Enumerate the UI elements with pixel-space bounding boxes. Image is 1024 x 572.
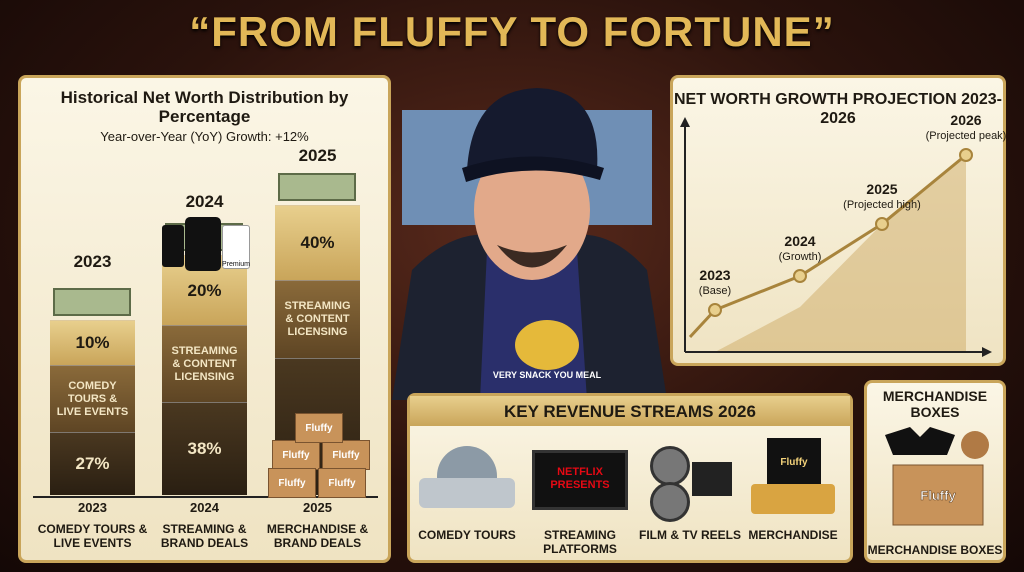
x-arrow xyxy=(982,347,992,357)
reel xyxy=(650,446,690,486)
beard xyxy=(497,245,567,268)
box-brand: Fluffy xyxy=(920,488,956,503)
revenue-label: STREAMING PLATFORMS xyxy=(543,528,617,556)
reel xyxy=(650,482,690,522)
merch-illustration: Fluffy xyxy=(885,427,989,526)
column-year: 2024 xyxy=(185,192,224,211)
revenue-icon xyxy=(642,438,738,522)
merch-caption: MERCHANDISE BOXES xyxy=(867,543,1003,557)
point-year: 2023 xyxy=(699,267,730,283)
merch-box: Fluffy xyxy=(268,468,316,498)
revenue-label: MERCHANDISE xyxy=(748,528,838,542)
youtube-icon: Premium xyxy=(222,225,250,269)
merch-box: Fluffy xyxy=(322,440,370,470)
merch-box: Fluffy xyxy=(295,413,343,443)
main-title: “FROM FLUFFY TO FORTUNE” xyxy=(189,8,835,55)
projection-title: NET WORTH GROWTH PROJECTION 2023-2026 xyxy=(673,91,1003,127)
merch-panel: MERCHANDISE BOXES Fluffy MERCHANDISE BOX… xyxy=(864,380,1006,563)
merch-title: MERCHANDISE BOXES xyxy=(882,388,988,420)
point-note: (Projected peak) xyxy=(926,130,1006,142)
point-year: 2024 xyxy=(784,233,815,249)
caption-year: 2024 xyxy=(190,500,219,515)
revenue-icon: NETFLIX PRESENTS xyxy=(532,438,628,520)
caption-year: 2023 xyxy=(78,500,107,515)
revenue-icon: Fluffy xyxy=(745,438,841,520)
projection-panel: NET WORTH GROWTH PROJECTION 2023-2026 xyxy=(670,75,1006,366)
point xyxy=(708,303,722,317)
point-note: (Growth) xyxy=(779,251,822,263)
segment: STREAMING & CONTENT LICENSING xyxy=(275,280,360,358)
box xyxy=(892,464,984,526)
point-year: 2026 xyxy=(950,112,981,128)
column-year: 2025 xyxy=(298,146,337,165)
segment: 38% xyxy=(162,402,247,495)
projection-chart: 2023 (Base) 2024 (Growth) 2025 (Projected hig… xyxy=(680,112,1006,357)
person-illustration: VERY SNACK YOU MEAL xyxy=(392,88,667,400)
netflix-icon xyxy=(162,225,184,267)
revenue-label: COMEDY TOURS xyxy=(418,528,516,542)
y-arrow xyxy=(680,117,690,127)
tv xyxy=(532,450,628,510)
netflix-presents: NETFLIX PRESENTS xyxy=(550,466,610,491)
point-note: (Projected high) xyxy=(843,199,921,211)
point xyxy=(959,148,973,162)
shirt-text: VERY SNACK YOU MEAL xyxy=(493,370,602,380)
segment: COMEDY TOURS & LIVE EVENTS xyxy=(50,365,135,432)
column-year: 2023 xyxy=(73,252,112,271)
bear xyxy=(961,431,989,459)
money-icon xyxy=(53,288,131,316)
merch-box: Fluffy xyxy=(318,468,366,498)
point-note: (Base) xyxy=(699,285,731,297)
revenue-header xyxy=(410,396,850,426)
area xyxy=(715,155,966,352)
revenue-icon xyxy=(419,438,515,520)
phone-icon xyxy=(185,217,221,271)
merch-box: Fluffy xyxy=(272,440,320,470)
caption: COMEDY TOURS & LIVE EVENTS xyxy=(37,522,148,550)
segment: 10% xyxy=(50,320,135,365)
segment: 40% xyxy=(275,205,360,280)
segment: STREAMING & CONTENT LICENSING xyxy=(162,325,247,402)
clapper xyxy=(692,462,732,496)
distribution-subtitle: Year-over-Year (YoY) Growth: +12% xyxy=(100,129,309,144)
baseline xyxy=(33,496,378,498)
distribution-title: Historical Net Worth Distribution by Per… xyxy=(60,88,349,126)
snacks xyxy=(751,484,835,514)
stadium xyxy=(437,446,497,478)
point-year: 2025 xyxy=(866,181,897,197)
money-icon xyxy=(278,173,356,201)
caption: STREAMING & BRAND DEALS xyxy=(160,522,249,550)
cap xyxy=(467,88,598,170)
tshirt xyxy=(885,427,955,455)
tshirt: Fluffy xyxy=(767,438,821,486)
caption: MERCHANDISE & BRAND DEALS xyxy=(266,522,369,550)
face xyxy=(474,140,590,280)
revenue-title: KEY REVENUE STREAMS 2026 xyxy=(504,402,756,421)
point xyxy=(793,269,807,283)
point xyxy=(875,217,889,231)
revenue-label: FILM & TV REELS xyxy=(639,528,741,542)
cap-brim xyxy=(462,156,604,182)
points: 2023 (Base) 2024 (Growth) 2025 (Projected hig… xyxy=(699,112,1006,317)
shirt-logo xyxy=(515,320,579,370)
bus xyxy=(419,478,515,508)
segment: 27% xyxy=(50,432,135,495)
caption-year: 2025 xyxy=(303,500,332,515)
